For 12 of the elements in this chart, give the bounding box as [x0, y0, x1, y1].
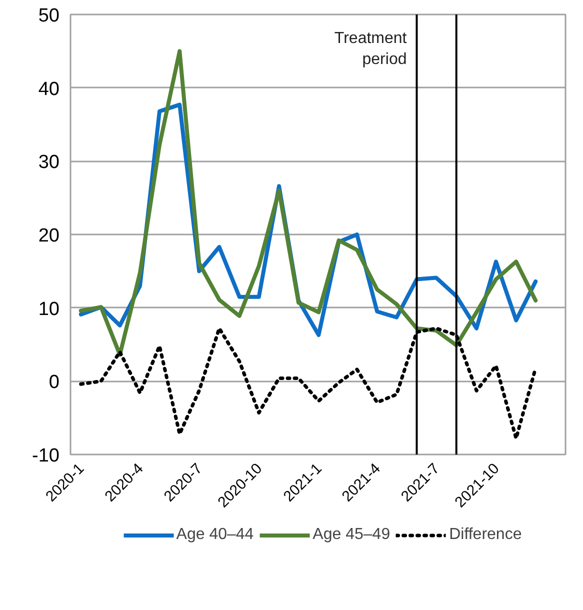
- y-tick-label: 0: [48, 372, 60, 394]
- annotation: Treatment period: [334, 30, 408, 68]
- y-tick-label: -10: [32, 446, 60, 466]
- line-series: [78, 49, 538, 357]
- y-tick-label: 40: [38, 78, 60, 100]
- y-tick-label: 20: [38, 226, 60, 246]
- legend-label: Difference: [449, 526, 522, 544]
- legend-label: Age 40–44: [176, 526, 254, 544]
- y-tick-label: 30: [38, 152, 60, 174]
- legend-label: Age 45–49: [312, 526, 390, 544]
- y-tick-label: 10: [38, 298, 60, 320]
- y-tick-label: 50: [38, 6, 60, 26]
